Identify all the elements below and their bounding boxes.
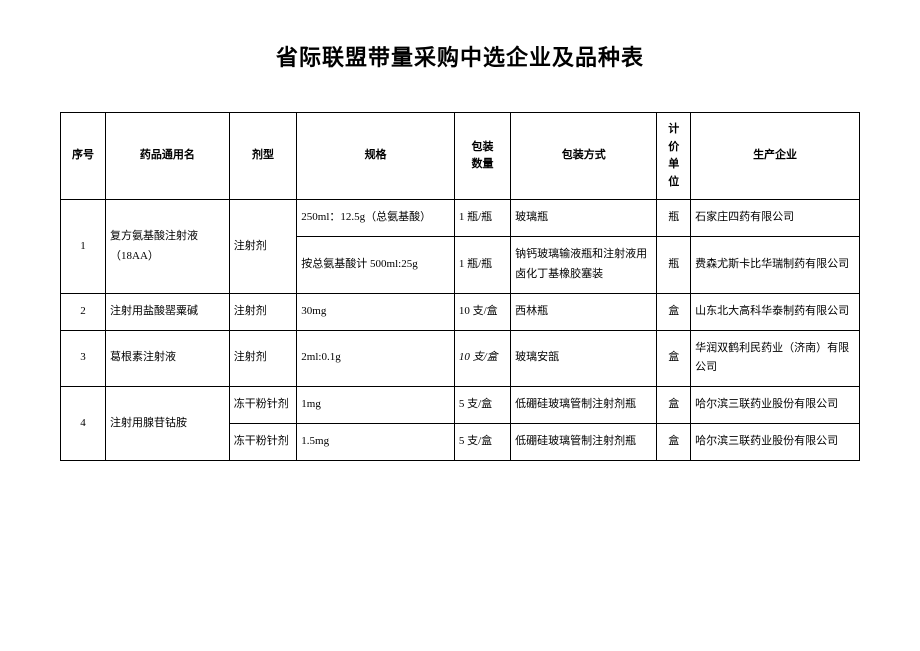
cell-mfr: 哈尔滨三联药业股份有限公司 [691,387,860,424]
header-form: 剂型 [229,113,297,200]
cell-mfr: 哈尔滨三联药业股份有限公司 [691,423,860,460]
cell-spec: 250ml：12.5g（总氨基酸） [297,200,455,237]
cell-unit: 盒 [657,387,691,424]
cell-spec: 30mg [297,293,455,330]
table-header-row: 序号 药品通用名 剂型 规格 包装数量 包装方式 计价单位 生产企业 [61,113,860,200]
cell-pack: 玻璃安瓿 [511,330,657,387]
cell-qty: 5 支/盒 [454,387,510,424]
table-row: 2注射用盐酸罂粟碱注射剂30mg10 支/盒西林瓶盒山东北大高科华泰制药有限公司 [61,293,860,330]
cell-name: 复方氨基酸注射液（18AA） [106,200,230,293]
header-qty: 包装数量 [454,113,510,200]
cell-spec: 1mg [297,387,455,424]
cell-qty: 10 支/盒 [454,330,510,387]
cell-qty: 10 支/盒 [454,293,510,330]
header-unit: 计价单位 [657,113,691,200]
cell-seq: 1 [61,200,106,293]
cell-name: 注射用盐酸罂粟碱 [106,293,230,330]
cell-unit: 盒 [657,330,691,387]
cell-seq: 3 [61,330,106,387]
cell-unit: 瓶 [657,237,691,294]
cell-pack: 低硼硅玻璃管制注射剂瓶 [511,423,657,460]
cell-form: 注射剂 [229,293,297,330]
cell-form: 注射剂 [229,330,297,387]
cell-seq: 2 [61,293,106,330]
cell-unit: 盒 [657,423,691,460]
header-seq: 序号 [61,113,106,200]
cell-spec: 1.5mg [297,423,455,460]
cell-mfr: 石家庄四药有限公司 [691,200,860,237]
cell-qty: 5 支/盒 [454,423,510,460]
cell-seq: 4 [61,387,106,461]
procurement-table: 序号 药品通用名 剂型 规格 包装数量 包装方式 计价单位 生产企业 1复方氨基… [60,112,860,461]
cell-pack: 西林瓶 [511,293,657,330]
table-row: 4注射用腺苷钴胺冻干粉针剂1mg5 支/盒低硼硅玻璃管制注射剂瓶盒哈尔滨三联药业… [61,387,860,424]
cell-form: 注射剂 [229,200,297,293]
cell-pack: 低硼硅玻璃管制注射剂瓶 [511,387,657,424]
header-pack: 包装方式 [511,113,657,200]
cell-form: 冻干粉针剂 [229,423,297,460]
cell-mfr: 费森尤斯卡比华瑞制药有限公司 [691,237,860,294]
table-row: 1复方氨基酸注射液（18AA）注射剂250ml：12.5g（总氨基酸）1 瓶/瓶… [61,200,860,237]
cell-mfr: 山东北大高科华泰制药有限公司 [691,293,860,330]
cell-qty: 1 瓶/瓶 [454,237,510,294]
cell-spec: 2ml:0.1g [297,330,455,387]
cell-spec: 按总氨基酸计 500ml:25g [297,237,455,294]
header-mfr: 生产企业 [691,113,860,200]
table-row: 3葛根素注射液注射剂2ml:0.1g10 支/盒玻璃安瓿盒华润双鹤利民药业（济南… [61,330,860,387]
cell-name: 葛根素注射液 [106,330,230,387]
header-name: 药品通用名 [106,113,230,200]
cell-name: 注射用腺苷钴胺 [106,387,230,461]
cell-mfr: 华润双鹤利民药业（济南）有限公司 [691,330,860,387]
header-spec: 规格 [297,113,455,200]
cell-unit: 瓶 [657,200,691,237]
cell-pack: 钠钙玻璃输液瓶和注射液用卤化丁基橡胶塞装 [511,237,657,294]
cell-form: 冻干粉针剂 [229,387,297,424]
cell-qty: 1 瓶/瓶 [454,200,510,237]
cell-unit: 盒 [657,293,691,330]
cell-pack: 玻璃瓶 [511,200,657,237]
page-title: 省际联盟带量采购中选企业及品种表 [60,40,860,72]
